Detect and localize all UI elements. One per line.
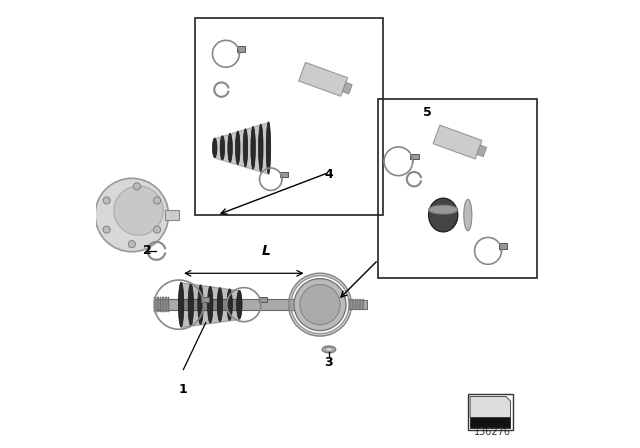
Text: 1: 1 bbox=[179, 383, 188, 396]
Bar bbox=[165, 210, 179, 220]
Bar bbox=[362, 299, 364, 310]
Bar bbox=[237, 46, 245, 52]
Text: 4: 4 bbox=[324, 168, 333, 181]
Text: L: L bbox=[262, 244, 271, 258]
Bar bbox=[154, 297, 156, 312]
Bar bbox=[349, 300, 367, 309]
Bar bbox=[468, 394, 513, 430]
Ellipse shape bbox=[228, 134, 232, 162]
Ellipse shape bbox=[464, 199, 472, 231]
Text: 5: 5 bbox=[423, 105, 432, 119]
Polygon shape bbox=[470, 396, 511, 418]
Circle shape bbox=[300, 284, 340, 325]
Text: 2: 2 bbox=[143, 244, 152, 258]
Ellipse shape bbox=[259, 124, 263, 172]
Polygon shape bbox=[433, 125, 482, 159]
Bar bbox=[410, 154, 419, 159]
Bar bbox=[470, 415, 511, 428]
Ellipse shape bbox=[179, 282, 184, 327]
Polygon shape bbox=[477, 145, 486, 157]
Bar bbox=[202, 297, 209, 302]
Ellipse shape bbox=[243, 129, 248, 167]
Circle shape bbox=[103, 197, 110, 204]
Ellipse shape bbox=[188, 284, 193, 326]
Ellipse shape bbox=[325, 348, 333, 351]
Bar bbox=[154, 299, 342, 310]
Circle shape bbox=[128, 241, 136, 248]
Bar bbox=[159, 297, 161, 312]
Polygon shape bbox=[342, 82, 352, 94]
Bar bbox=[499, 243, 508, 249]
Circle shape bbox=[154, 197, 161, 204]
Ellipse shape bbox=[237, 290, 242, 319]
Ellipse shape bbox=[217, 288, 223, 322]
Bar bbox=[280, 172, 288, 177]
Text: 3: 3 bbox=[324, 356, 333, 370]
Bar bbox=[157, 297, 159, 312]
Bar bbox=[168, 297, 170, 312]
Circle shape bbox=[114, 186, 163, 235]
Ellipse shape bbox=[429, 198, 458, 232]
Ellipse shape bbox=[212, 138, 217, 158]
Ellipse shape bbox=[429, 205, 458, 214]
Ellipse shape bbox=[220, 136, 225, 160]
Bar bbox=[355, 299, 358, 310]
Circle shape bbox=[95, 178, 168, 252]
Ellipse shape bbox=[198, 285, 204, 324]
Ellipse shape bbox=[323, 346, 336, 353]
Ellipse shape bbox=[207, 286, 213, 323]
Ellipse shape bbox=[227, 289, 232, 320]
Bar bbox=[259, 297, 267, 302]
Bar bbox=[349, 299, 351, 310]
Bar bbox=[165, 297, 167, 312]
Circle shape bbox=[154, 226, 161, 233]
Circle shape bbox=[294, 279, 346, 331]
Bar bbox=[163, 297, 164, 312]
Bar bbox=[378, 99, 538, 278]
Circle shape bbox=[133, 183, 141, 190]
Circle shape bbox=[103, 226, 110, 233]
Ellipse shape bbox=[266, 122, 271, 174]
Polygon shape bbox=[299, 62, 348, 96]
Bar bbox=[358, 299, 361, 310]
Bar bbox=[195, 18, 383, 215]
Ellipse shape bbox=[236, 131, 240, 164]
Text: 136276: 136276 bbox=[474, 427, 511, 437]
Ellipse shape bbox=[251, 126, 255, 169]
Bar bbox=[352, 299, 355, 310]
